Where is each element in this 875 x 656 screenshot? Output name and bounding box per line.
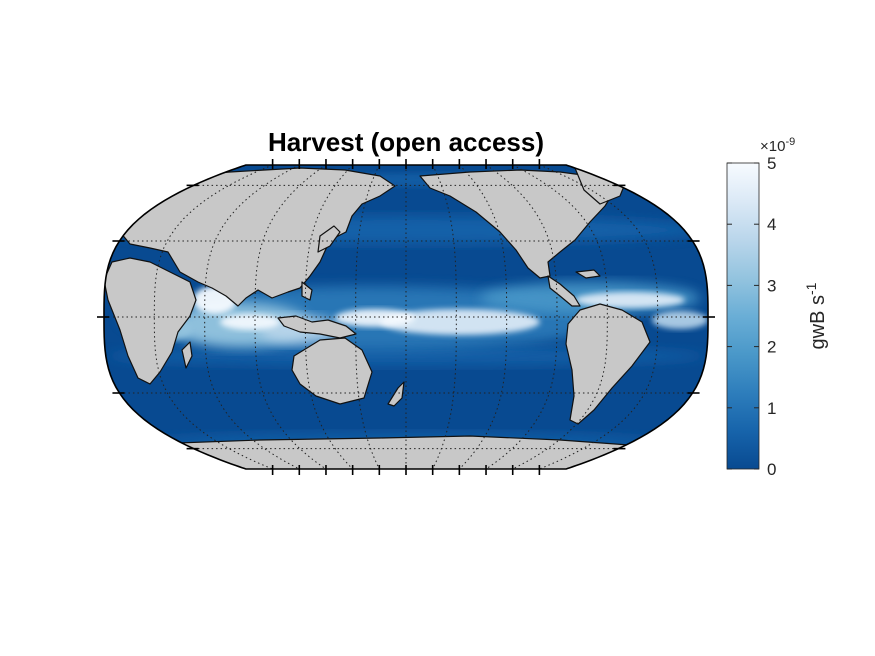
land-madagascar: [181, 341, 193, 369]
land-south-america: [565, 303, 651, 425]
colorbar-tick-label: 0: [767, 460, 776, 479]
chart-title: Harvest (open access): [268, 127, 544, 157]
land-north-america: [419, 169, 616, 279]
land-japan: [317, 225, 341, 253]
land-eurasia: [119, 167, 396, 307]
colorbar-tick-label: 1: [767, 399, 776, 418]
colorbar-tick-label: 3: [767, 276, 776, 295]
land-new-zealand: [387, 381, 405, 407]
land-philippines: [301, 281, 313, 301]
graticule: [104, 165, 708, 469]
colorbar-tick-label: 5: [767, 154, 776, 173]
land-australia: [291, 337, 373, 405]
world-map: [97, 159, 715, 475]
map-ticks: [97, 159, 715, 475]
landmasses: [104, 165, 671, 469]
map-frame: [103, 164, 709, 470]
land-africa: [104, 257, 197, 385]
land-caribbean: [575, 269, 601, 279]
colorbar-ticks: 0 1 2 3 4 5: [727, 154, 776, 479]
colorbar-unit-label: gwB s-1: [803, 282, 829, 349]
colorbar-tick-label: 2: [767, 338, 776, 357]
colorbar-tick-label: 4: [767, 215, 776, 234]
colorbar-gradient: [726, 162, 760, 470]
colorbar: 0 1 2 3 4 5 ×10-9 gwB s-1: [726, 136, 829, 479]
colorbar-exponent: ×10-9: [760, 136, 795, 155]
land-antarctica: [149, 435, 671, 469]
